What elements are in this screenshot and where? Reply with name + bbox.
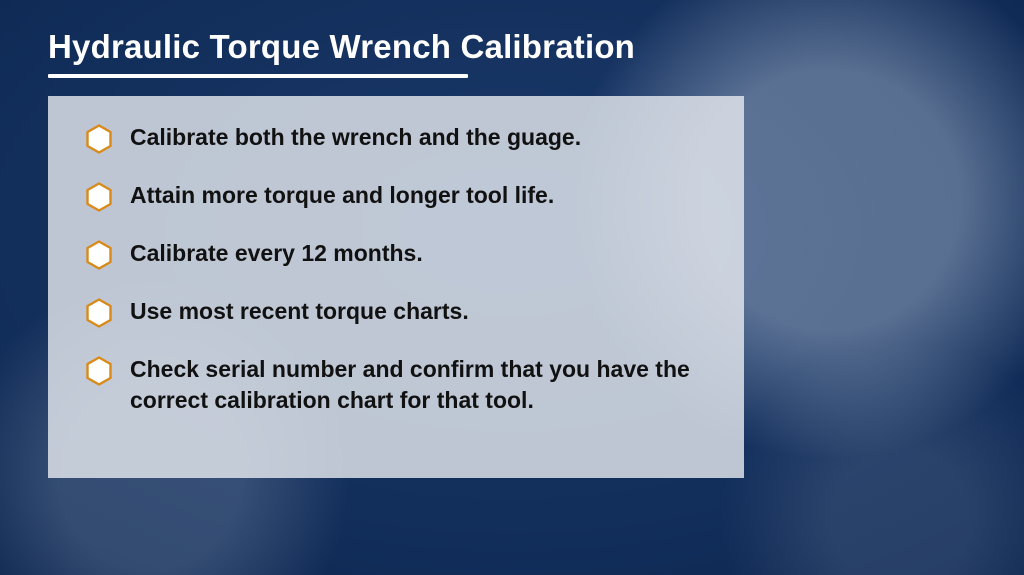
bullet-text: Calibrate both the wrench and the guage. <box>130 122 581 153</box>
title-underline <box>48 74 468 78</box>
hexagon-icon <box>86 356 112 386</box>
list-item: Calibrate both the wrench and the guage. <box>86 122 714 154</box>
content-panel: Calibrate both the wrench and the guage.… <box>48 96 744 478</box>
list-item: Check serial number and confirm that you… <box>86 354 714 416</box>
hexagon-icon <box>86 182 112 212</box>
list-item: Use most recent torque charts. <box>86 296 714 328</box>
bullet-text: Calibrate every 12 months. <box>130 238 423 269</box>
list-item: Calibrate every 12 months. <box>86 238 714 270</box>
list-item: Attain more torque and longer tool life. <box>86 180 714 212</box>
bullet-text: Check serial number and confirm that you… <box>130 354 714 416</box>
hexagon-icon <box>86 124 112 154</box>
bullet-text: Attain more torque and longer tool life. <box>130 180 554 211</box>
page-title: Hydraulic Torque Wrench Calibration <box>48 28 635 66</box>
hexagon-icon <box>86 298 112 328</box>
bullet-text: Use most recent torque charts. <box>130 296 469 327</box>
hexagon-icon <box>86 240 112 270</box>
